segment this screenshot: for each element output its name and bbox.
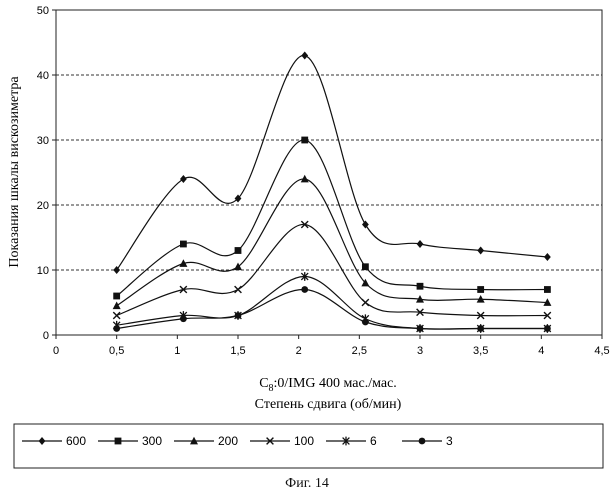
data-point-100 [179, 285, 188, 294]
data-point-6 [300, 272, 309, 281]
data-point-3 [416, 325, 424, 332]
data-point-200 [234, 262, 242, 271]
legend-marker-3 [418, 437, 426, 445]
data-point-200 [361, 278, 370, 287]
data-point-200 [476, 295, 485, 303]
data-point-100 [543, 311, 552, 320]
y-axis-title: Показания шкалы вискозиметра [7, 76, 22, 268]
data-point-100 [112, 311, 121, 320]
data-point-3 [180, 315, 187, 323]
axes [52, 9, 603, 339]
data-point-600 [113, 266, 121, 274]
legend-box [13, 423, 604, 469]
legend-marker-100 [266, 437, 274, 445]
x-tick-label: 4,5 [594, 345, 609, 357]
data-point-3 [544, 325, 551, 332]
tick-labels: 0 10 20 30 40 50 0 0,5 1 1,5 2 2,5 3 3,5 4 4,5 [37, 5, 610, 357]
series-line-3 [116, 288, 548, 330]
x-axis-title-line2: Степень сдвига (об/мин) [255, 397, 402, 412]
data-point-100 [476, 311, 485, 320]
data-point-3 [301, 286, 309, 293]
series-line-600 [116, 54, 548, 271]
grid-lines [56, 74, 602, 271]
figure-caption: Фиг. 14 [285, 476, 329, 491]
data-point-600 [301, 51, 309, 60]
y-tick-label: 20 [37, 200, 49, 212]
data-point-3 [362, 318, 369, 326]
series-lines [116, 54, 548, 330]
legend-label-3: 3 [446, 434, 453, 448]
x-tick-label: 1,5 [230, 345, 245, 357]
x-tick-label: 3,5 [473, 345, 488, 357]
data-point-600 [362, 220, 369, 229]
y-tick-label: 30 [37, 135, 49, 147]
data-point-3 [113, 325, 121, 332]
data-point-600 [180, 175, 187, 183]
data-point-200 [112, 301, 121, 310]
data-point-300 [416, 282, 424, 290]
data-point-300 [544, 286, 551, 293]
x-tick-label: 0 [53, 345, 59, 357]
data-point-100 [234, 285, 242, 294]
y-tick-label: 40 [37, 70, 49, 82]
data-point-200 [543, 298, 552, 306]
legend-marker-600 [38, 437, 46, 445]
data-point-100 [361, 298, 370, 307]
data-point-600 [234, 194, 242, 203]
legend-label-200: 200 [218, 434, 238, 448]
legend-marker-300 [114, 437, 122, 445]
x-tick-label: 3 [417, 345, 423, 357]
x-tick-label: 2 [296, 345, 302, 357]
data-point-300 [180, 240, 187, 248]
legend-label-6: 6 [370, 434, 377, 448]
data-point-600 [544, 253, 551, 261]
y-tick-label: 0 [43, 330, 49, 342]
data-point-600 [477, 246, 485, 255]
legend-label-300: 300 [142, 434, 162, 448]
data-point-600 [416, 240, 424, 248]
legend-marker-200 [190, 436, 198, 445]
y-tick-label: 50 [37, 5, 49, 17]
data-point-300 [301, 136, 309, 144]
data-point-200 [179, 259, 188, 267]
data-point-300 [234, 247, 242, 254]
x-tick-label: 4 [538, 345, 544, 357]
x-axis-title-line1: C8:0/IMG 400 мас./мас. [259, 376, 397, 394]
series-markers [112, 51, 552, 333]
x-tick-label: 2,5 [352, 345, 367, 357]
data-point-100 [416, 308, 424, 317]
series-line-300 [116, 139, 548, 297]
plot-area [55, 9, 603, 336]
data-point-100 [300, 220, 309, 229]
data-point-200 [300, 174, 309, 183]
x-tick-label: 1 [174, 345, 180, 357]
data-point-300 [113, 292, 121, 300]
data-point-300 [362, 263, 369, 271]
series-line-100 [116, 223, 548, 317]
x-tick-label: 0,5 [109, 345, 124, 357]
series-line-200 [116, 178, 548, 307]
data-point-3 [477, 325, 485, 332]
data-point-200 [416, 295, 424, 303]
data-point-3 [234, 312, 242, 319]
legend-marker-6 [342, 436, 350, 446]
data-point-300 [477, 286, 485, 293]
legend-label-600: 600 [66, 434, 86, 448]
y-tick-label: 10 [37, 265, 49, 277]
legend-label-100: 100 [294, 434, 314, 448]
legend: 600 300 200 100 6 3 [22, 434, 453, 448]
